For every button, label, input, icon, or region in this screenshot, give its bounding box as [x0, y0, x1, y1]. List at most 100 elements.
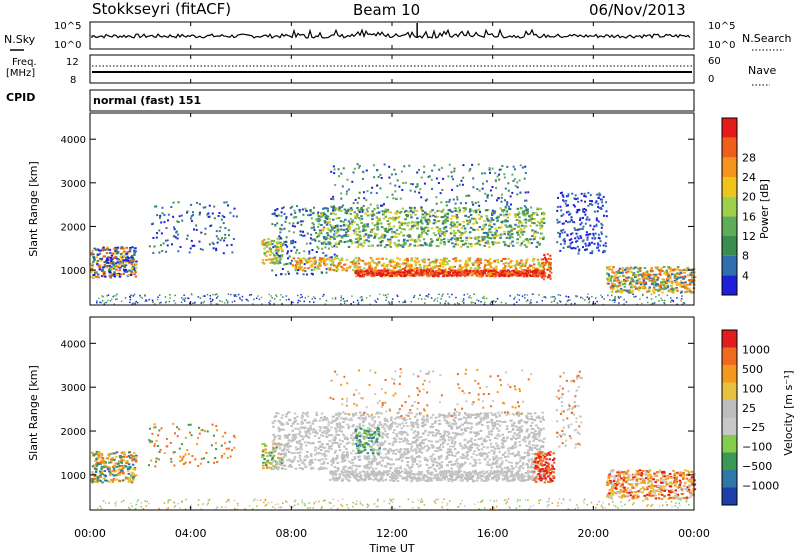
data-cell — [415, 224, 419, 227]
data-cell — [97, 462, 100, 465]
data-cell — [157, 458, 160, 461]
data-cell — [603, 214, 605, 217]
data-cell — [410, 216, 413, 219]
data-cell — [276, 214, 279, 217]
data-cell — [384, 229, 387, 232]
data-cell — [302, 235, 305, 237]
data-cell — [122, 466, 125, 469]
data-cell — [583, 208, 586, 210]
data-cell — [449, 232, 453, 235]
data-cell — [443, 234, 446, 237]
data-cell — [425, 269, 429, 272]
data-cell — [321, 506, 323, 508]
data-cell — [119, 266, 122, 269]
data-cell — [98, 266, 102, 269]
data-cell — [441, 232, 444, 235]
data-cell — [667, 266, 671, 269]
data-cell — [188, 302, 191, 304]
data-cell — [133, 253, 136, 256]
data-cell — [373, 272, 376, 275]
data-cell — [571, 247, 574, 250]
data-cell — [264, 445, 267, 448]
beam-title: Beam 10 — [353, 1, 420, 19]
data-cell — [493, 260, 496, 263]
data-cell — [389, 182, 392, 185]
data-cell — [464, 265, 467, 268]
data-cell — [355, 275, 358, 278]
data-cell — [130, 271, 133, 274]
data-cell — [279, 231, 282, 234]
data-cell — [497, 274, 500, 277]
data-cell — [541, 269, 544, 272]
data-cell — [386, 210, 390, 213]
data-cell — [439, 235, 442, 237]
data-cell — [393, 260, 396, 263]
data-cell — [477, 275, 480, 278]
data-cell — [129, 508, 131, 510]
data-cell — [155, 205, 158, 208]
data-cell — [387, 301, 390, 303]
data-cell — [275, 274, 278, 277]
data-cell — [332, 165, 335, 168]
data-cell — [298, 210, 301, 213]
data-cell — [499, 213, 502, 216]
y-tick-label: 4000 — [61, 135, 86, 146]
data-cell — [458, 303, 460, 305]
data-cell — [481, 271, 484, 274]
data-cell — [321, 247, 324, 250]
data-cell — [148, 439, 151, 442]
data-cell — [402, 243, 405, 246]
data-cell — [488, 274, 492, 277]
data-cell — [378, 452, 382, 455]
data-cell — [144, 300, 146, 303]
data-cell — [119, 461, 123, 464]
data-cell — [437, 272, 440, 274]
data-cell — [358, 191, 361, 194]
data-cell — [101, 473, 104, 476]
data-cell — [442, 208, 445, 211]
data-cell — [423, 165, 426, 168]
data-cell — [486, 461, 489, 464]
data-cell — [516, 241, 519, 244]
data-cell — [423, 182, 426, 185]
data-cell — [425, 295, 427, 297]
data-cell — [328, 237, 332, 240]
data-cell — [510, 203, 512, 206]
data-cell — [520, 221, 523, 224]
data-cell — [194, 301, 197, 304]
data-cell — [388, 502, 391, 505]
data-cell — [529, 224, 532, 227]
data-cell — [507, 182, 510, 185]
data-cell — [544, 296, 546, 298]
data-cell — [263, 501, 265, 504]
data-cell — [320, 259, 324, 262]
data-cell — [275, 243, 279, 246]
data-cell — [343, 302, 346, 304]
data-cell — [463, 275, 467, 278]
data-cell — [633, 296, 636, 298]
data-cell — [435, 275, 438, 278]
data-cell — [388, 176, 391, 179]
data-cell — [508, 208, 512, 210]
data-cell — [465, 236, 468, 239]
data-cell — [582, 208, 584, 211]
data-cell — [400, 273, 403, 275]
data-cell — [473, 272, 476, 275]
data-cell — [693, 276, 697, 278]
data-cell — [345, 193, 348, 196]
data-cell — [597, 243, 600, 246]
data-cell — [526, 299, 529, 301]
data-cell — [130, 267, 133, 270]
data-cell — [562, 246, 565, 249]
data-cell — [585, 248, 588, 251]
data-cell — [108, 274, 112, 277]
data-cell — [466, 245, 470, 248]
data-cell — [680, 269, 684, 272]
data-cell — [433, 265, 437, 268]
data-cell — [371, 222, 374, 225]
data-cell — [443, 214, 447, 217]
data-cell — [332, 195, 335, 198]
data-cell — [122, 456, 126, 458]
data-cell — [131, 463, 135, 466]
data-cell — [328, 501, 331, 504]
